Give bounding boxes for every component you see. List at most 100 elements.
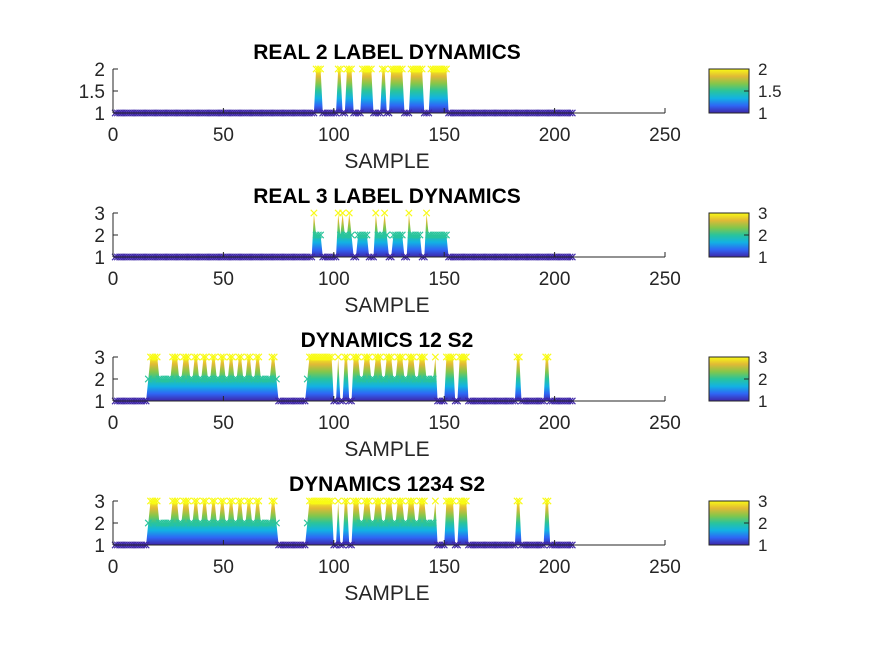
data-point [376, 497, 384, 505]
data-point [416, 231, 424, 239]
data-point [210, 353, 219, 361]
data-point [544, 353, 552, 361]
data-point [228, 497, 236, 505]
x-tick-label: 150 [428, 557, 460, 578]
colorbar-gradient [708, 212, 750, 258]
data-point [414, 519, 422, 527]
x-tick-label: 50 [213, 269, 234, 290]
data-point [184, 353, 192, 361]
data-point [153, 497, 161, 505]
data-point [272, 519, 280, 527]
data-point [272, 375, 280, 383]
data-point [374, 353, 382, 361]
data-point [513, 353, 521, 361]
data-point [233, 519, 241, 527]
data-point [396, 65, 404, 73]
subplot-title: DYNAMICS 1234 S2 [289, 473, 485, 496]
data-point [241, 375, 250, 383]
data-point [387, 353, 395, 361]
y-tick-label: 2 [94, 226, 105, 247]
x-tick-label: 150 [428, 413, 460, 434]
x-tick-label: 200 [539, 557, 571, 578]
data-point [396, 497, 404, 505]
data-point [416, 65, 424, 73]
data-point [252, 497, 261, 505]
data-point [188, 519, 197, 527]
data-point [363, 231, 371, 239]
colorbar-tick-label: 3 [758, 492, 767, 511]
data-point [398, 65, 406, 73]
colorbar-gradient [708, 356, 750, 402]
data-point [184, 497, 192, 505]
data-point [542, 497, 550, 505]
colorbar: 1 2 3 [708, 492, 767, 555]
data-point [354, 497, 362, 505]
data-point [365, 353, 373, 361]
data-point [197, 375, 205, 383]
data-point [246, 353, 254, 361]
data-point [270, 353, 278, 361]
data-point [363, 353, 371, 361]
data-point [442, 231, 450, 239]
data-point [347, 231, 356, 239]
data-point [356, 519, 364, 527]
data-point [345, 65, 353, 73]
y-tick-label: 1 [94, 248, 105, 269]
data-point [177, 375, 186, 383]
data-point [246, 497, 254, 505]
data-point [193, 497, 201, 505]
x-axis-label: SAMPLE [344, 150, 429, 173]
data-point [407, 353, 415, 361]
data-point [144, 519, 152, 527]
colorbar-tick-label: 2 [758, 370, 767, 389]
data-point [166, 375, 174, 383]
data-point [191, 353, 199, 361]
x-tick-label: 150 [428, 125, 460, 146]
data-point [222, 375, 230, 383]
data-point [250, 375, 258, 383]
data-point [173, 353, 181, 361]
data-point [303, 519, 311, 527]
area-series [115, 69, 573, 113]
y-tick-label: 3 [94, 492, 105, 513]
area-series [115, 501, 573, 545]
data-point [199, 353, 208, 361]
data-point [380, 375, 389, 383]
data-point [173, 497, 181, 505]
data-point [237, 497, 245, 505]
data-point [341, 353, 349, 361]
subplot-title: REAL 3 LABEL DYNAMICS [253, 185, 521, 208]
data-point [266, 375, 274, 383]
data-point [363, 497, 371, 505]
data-point [442, 65, 450, 73]
data-point [380, 519, 389, 527]
data-point [460, 353, 468, 361]
data-point [418, 65, 426, 73]
y-tick-label: 2 [94, 370, 105, 391]
data-point [544, 497, 552, 505]
subplot-4: DYNAMICS 1234 S20 50 100 150 200 250123SAMPLE… [94, 473, 767, 605]
data-point [202, 353, 210, 361]
data-point [237, 353, 245, 361]
area-series [115, 357, 573, 401]
data-point [188, 375, 197, 383]
x-tick-label: 0 [108, 557, 119, 578]
data-point [325, 353, 333, 361]
data-point [427, 519, 435, 527]
data-point [361, 231, 369, 239]
data-point [171, 497, 179, 505]
data-point [343, 353, 351, 361]
x-tick-label: 50 [213, 557, 234, 578]
data-point [310, 209, 318, 217]
data-point [411, 519, 420, 527]
data-point [270, 497, 278, 505]
data-point [414, 231, 422, 239]
data-point [314, 65, 322, 73]
data-point [405, 209, 413, 217]
data-point [414, 375, 422, 383]
data-point [217, 497, 225, 505]
y-tick-label: 1 [94, 104, 105, 125]
data-point [376, 353, 384, 361]
